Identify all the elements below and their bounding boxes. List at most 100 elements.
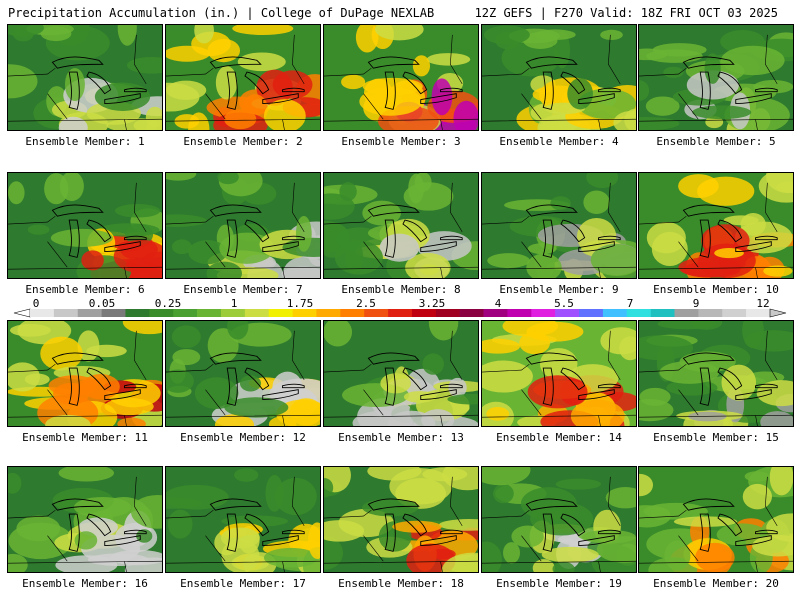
colorbar-swatch bbox=[435, 309, 460, 317]
colorbar-tick-label: 3.25 bbox=[418, 297, 446, 310]
member-label: Ensemble Member: 14 bbox=[496, 431, 622, 444]
member-label: Ensemble Member: 4 bbox=[499, 135, 619, 148]
member-label: Ensemble Member: 9 bbox=[499, 283, 619, 296]
state-borders bbox=[8, 34, 162, 130]
state-borders bbox=[8, 330, 162, 426]
ensemble-panel-9[interactable] bbox=[481, 172, 637, 279]
colorbar-swatch bbox=[149, 309, 174, 317]
ensemble-panel-6[interactable] bbox=[7, 172, 163, 279]
ensemble-panel-17[interactable] bbox=[165, 466, 321, 573]
colorbar-swatch bbox=[197, 309, 222, 317]
member-label: Ensemble Member: 6 bbox=[25, 283, 145, 296]
colorbar-labels: 0 0.05 0.25 1 1.75 2.5 3.25 4 5.5 7 9 12 bbox=[0, 297, 800, 310]
state-borders bbox=[324, 330, 478, 426]
great-lakes-outline bbox=[525, 352, 621, 406]
colorbar-swatch bbox=[53, 309, 79, 317]
member-label: Ensemble Member: 18 bbox=[338, 577, 464, 590]
ensemble-panel-12[interactable] bbox=[165, 320, 321, 427]
member-label: Ensemble Member: 10 bbox=[653, 283, 779, 296]
precip-map bbox=[482, 25, 636, 130]
ensemble-panel-5[interactable] bbox=[638, 24, 794, 131]
state-borders bbox=[324, 182, 478, 278]
ensemble-panel-7[interactable] bbox=[165, 172, 321, 279]
colorbar-swatch bbox=[626, 309, 651, 317]
great-lakes-outline bbox=[525, 204, 621, 258]
state-borders bbox=[639, 182, 793, 278]
colorbar-swatch bbox=[674, 309, 699, 317]
great-lakes-outline bbox=[525, 498, 621, 552]
member-label: Ensemble Member: 11 bbox=[22, 431, 148, 444]
colorbar-swatch bbox=[244, 309, 270, 317]
precip-map bbox=[166, 25, 320, 130]
precip-map bbox=[166, 321, 320, 426]
state-borders bbox=[324, 476, 478, 572]
member-label: Ensemble Member: 15 bbox=[653, 431, 779, 444]
state-borders bbox=[639, 476, 793, 572]
colorbar-tick-label: 9 bbox=[692, 297, 700, 310]
colorbar-swatch bbox=[602, 309, 628, 317]
state-borders bbox=[482, 182, 636, 278]
state-borders bbox=[482, 34, 636, 130]
ensemble-panel-15[interactable] bbox=[638, 320, 794, 427]
valid-time: 12Z GEFS | F270 Valid: 18Z FRI OCT 03 20… bbox=[474, 6, 778, 20]
precip-map bbox=[324, 25, 478, 130]
ensemble-panel-11[interactable] bbox=[7, 320, 163, 427]
ensemble-panel-19[interactable] bbox=[481, 466, 637, 573]
colorbar bbox=[13, 308, 787, 318]
precip-map bbox=[8, 321, 162, 426]
ensemble-panel-4[interactable] bbox=[481, 24, 637, 131]
colorbar-swatch bbox=[292, 309, 317, 317]
colorbar-swatch bbox=[698, 309, 723, 317]
colorbar-swatch bbox=[459, 309, 484, 317]
great-lakes-outline bbox=[51, 352, 147, 406]
colorbar-swatch bbox=[483, 309, 508, 317]
precip-map bbox=[324, 173, 478, 278]
ensemble-panel-16[interactable] bbox=[7, 466, 163, 573]
ensemble-panel-1[interactable] bbox=[7, 24, 163, 131]
state-borders bbox=[324, 34, 478, 130]
great-lakes-outline bbox=[682, 498, 778, 552]
ensemble-panel-3[interactable] bbox=[323, 24, 479, 131]
ensemble-panel-14[interactable] bbox=[481, 320, 637, 427]
colorbar-swatch bbox=[507, 309, 532, 317]
colorbar-tick-label: 4 bbox=[494, 297, 502, 310]
precip-map bbox=[639, 467, 793, 572]
precip-map bbox=[8, 467, 162, 572]
great-lakes-outline bbox=[682, 352, 778, 406]
precip-map bbox=[166, 173, 320, 278]
member-label: Ensemble Member: 16 bbox=[22, 577, 148, 590]
member-label: Ensemble Member: 12 bbox=[180, 431, 306, 444]
great-lakes-outline bbox=[367, 498, 463, 552]
colorbar-swatch bbox=[173, 309, 198, 317]
precip-map bbox=[482, 321, 636, 426]
great-lakes-outline bbox=[51, 56, 147, 110]
precip-map bbox=[639, 173, 793, 278]
great-lakes-outline bbox=[367, 352, 463, 406]
precip-map bbox=[324, 321, 478, 426]
great-lakes-outline bbox=[51, 204, 147, 258]
ensemble-panel-10[interactable] bbox=[638, 172, 794, 279]
state-borders bbox=[166, 330, 320, 426]
colorbar-swatch bbox=[364, 309, 389, 317]
great-lakes-outline bbox=[682, 204, 778, 258]
colorbar-tick-label: 1 bbox=[230, 297, 238, 310]
member-label: Ensemble Member: 19 bbox=[496, 577, 622, 590]
precip-map bbox=[166, 467, 320, 572]
precip-map bbox=[639, 321, 793, 426]
state-borders bbox=[639, 330, 793, 426]
state-borders bbox=[166, 476, 320, 572]
colorbar-tick-label: 12 bbox=[756, 297, 770, 310]
colorbar-swatch bbox=[268, 309, 293, 317]
ensemble-panel-2[interactable] bbox=[165, 24, 321, 131]
great-lakes-outline bbox=[525, 56, 621, 110]
great-lakes-outline bbox=[682, 56, 778, 110]
colorbar-swatch bbox=[650, 309, 675, 317]
ensemble-panel-13[interactable] bbox=[323, 320, 479, 427]
precip-map bbox=[639, 25, 793, 130]
member-label: Ensemble Member: 13 bbox=[338, 431, 464, 444]
ensemble-panel-8[interactable] bbox=[323, 172, 479, 279]
colorbar-tick-label: 2.5 bbox=[356, 297, 376, 310]
ensemble-panel-18[interactable] bbox=[323, 466, 479, 573]
colorbar-swatch bbox=[746, 309, 771, 317]
ensemble-panel-20[interactable] bbox=[638, 466, 794, 573]
